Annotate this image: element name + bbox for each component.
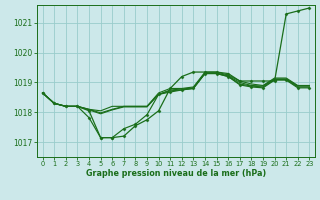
X-axis label: Graphe pression niveau de la mer (hPa): Graphe pression niveau de la mer (hPa): [86, 169, 266, 178]
